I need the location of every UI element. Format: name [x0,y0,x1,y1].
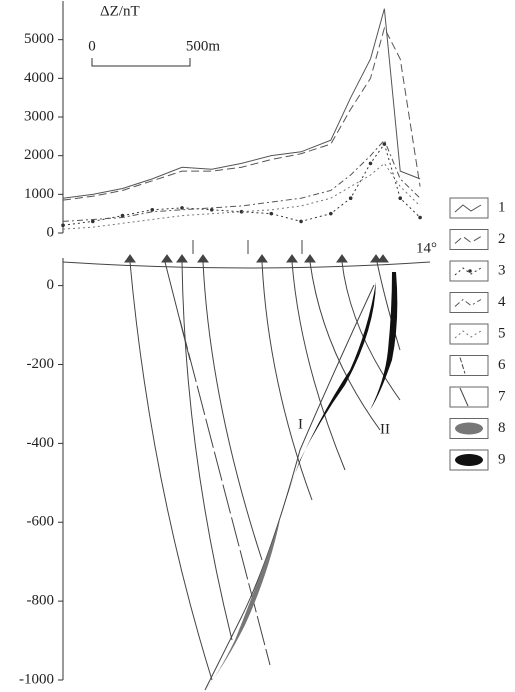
fault [180,320,270,665]
legend-dot [468,269,472,273]
series-dot [210,208,214,212]
surface [63,262,430,268]
series-dot [418,216,422,220]
series-line [63,9,420,198]
legend-label: 9 [498,451,506,467]
station-ticks [193,240,302,254]
legend-swatch [455,237,481,244]
legend-swatch [455,423,483,435]
legend-label: 8 [498,420,506,436]
y-tick-label: 3000 [24,108,54,124]
y-tick-label: 2000 [24,147,54,163]
scale-end: 500m [186,38,221,54]
legend-box [450,230,488,250]
series-line [63,28,420,200]
drill-collars [125,255,388,262]
y-tick-label: -800 [27,593,55,609]
legend-label: 7 [498,388,506,404]
y-tick-label: -600 [27,514,55,530]
drill-hole [262,262,312,500]
legend-swatch [455,454,483,466]
scale-start: 0 [88,38,96,54]
legend-box [450,387,488,407]
series-dot [329,212,333,216]
ore-label: II [380,421,390,437]
series-dot [61,223,65,227]
series-dot [269,212,273,216]
legend-swatch [455,268,481,275]
ore-body-black [280,282,376,520]
ore-label: I [298,416,303,432]
fault [205,285,374,690]
y-axis-label: ΔZ/nT [100,3,140,19]
ore-body-gray [205,520,280,690]
legend-swatch [460,388,468,406]
legend-swatch [455,300,481,307]
legend-box [450,293,488,313]
legend-label: 2 [498,231,506,247]
figure: 0 500m ΔZ/nT 14° I II 0 1000 2000 3000 4000 5… [0,0,515,692]
legend-label: 3 [498,262,506,278]
y-tick-label: 4000 [24,70,54,86]
drill-hole [182,262,232,640]
scale-line [92,58,190,66]
series-line [63,163,420,229]
legend-swatch [455,331,481,338]
legend-box [450,324,488,344]
series-dot [150,208,154,212]
legend-box [450,356,488,376]
dip-label: 14° [416,240,437,256]
series-dot [180,206,184,210]
y-tick-label: -400 [27,435,55,451]
y-tick-label: 5000 [24,31,54,47]
legend-box [450,198,488,218]
series-dot [369,162,373,166]
y-tick-label: -200 [27,356,55,372]
y-tick-label: 0 [47,277,55,293]
legend-label: 4 [498,294,506,310]
legend-swatch [460,358,465,374]
legend-swatch [455,205,481,212]
drill-hole [203,262,262,560]
series-dot [91,220,95,224]
series-dot [349,196,353,200]
legend-label: 6 [498,357,506,373]
series-dot [398,196,402,200]
y-tick-label: 0 [47,224,55,240]
legend-label: 5 [498,325,506,341]
y-tick-label: 1000 [24,186,54,202]
section-layout [63,240,430,690]
legend-label: 1 [498,199,506,215]
series-line [63,140,420,221]
drill-hole [130,262,212,680]
drill-hole [310,262,380,430]
y-tick-label: -1000 [19,671,54,687]
series-dot [299,220,303,224]
scale-bar: 0 500m [88,38,220,66]
